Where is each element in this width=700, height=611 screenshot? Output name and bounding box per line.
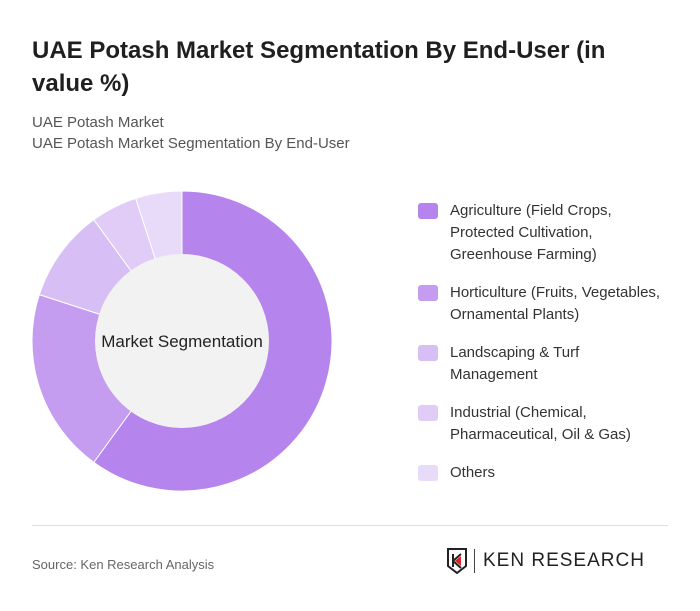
legend-item: Horticulture (Fruits, Vegetables, Orname…	[418, 282, 670, 326]
donut-chart: Market Segmentation	[31, 190, 333, 492]
divider	[32, 525, 668, 526]
ken-research-logo: KEN RESEARCH	[446, 548, 645, 574]
chart-title: UAE Potash Market Segmentation By End-Us…	[32, 37, 606, 97]
legend: Agriculture (Field Crops, Protected Cult…	[418, 200, 670, 500]
legend-item: Landscaping & Turf Management	[418, 342, 670, 386]
logo-icon	[447, 548, 467, 574]
subtitle-segmentation: UAE Potash Market Segmentation By End-Us…	[32, 135, 350, 152]
center-label: Market Segmentation	[101, 332, 263, 351]
logo-text: KEN RESEARCH	[483, 550, 645, 571]
legend-item: Others	[418, 462, 670, 484]
legend-swatch	[418, 203, 438, 219]
donut-hole	[95, 254, 269, 428]
source-note: Source: Ken Research Analysis	[32, 557, 215, 572]
legend-swatch	[418, 405, 438, 421]
subtitle-market: UAE Potash Market	[32, 114, 164, 131]
legend-item: Agriculture (Field Crops, Protected Cult…	[418, 200, 670, 266]
legend-swatch	[418, 465, 438, 481]
legend-swatch	[418, 285, 438, 301]
legend-item: Industrial (Chemical, Pharmaceutical, Oi…	[418, 402, 670, 446]
legend-label: Others	[450, 464, 496, 481]
legend-label: Landscaping & Turf Management	[450, 344, 580, 383]
legend-swatch	[418, 345, 438, 361]
legend-label: Industrial (Chemical, Pharmaceutical, Oi…	[450, 404, 631, 443]
legend-label: Horticulture (Fruits, Vegetables, Orname…	[450, 284, 661, 323]
legend-label: Agriculture (Field Crops, Protected Cult…	[450, 202, 612, 263]
